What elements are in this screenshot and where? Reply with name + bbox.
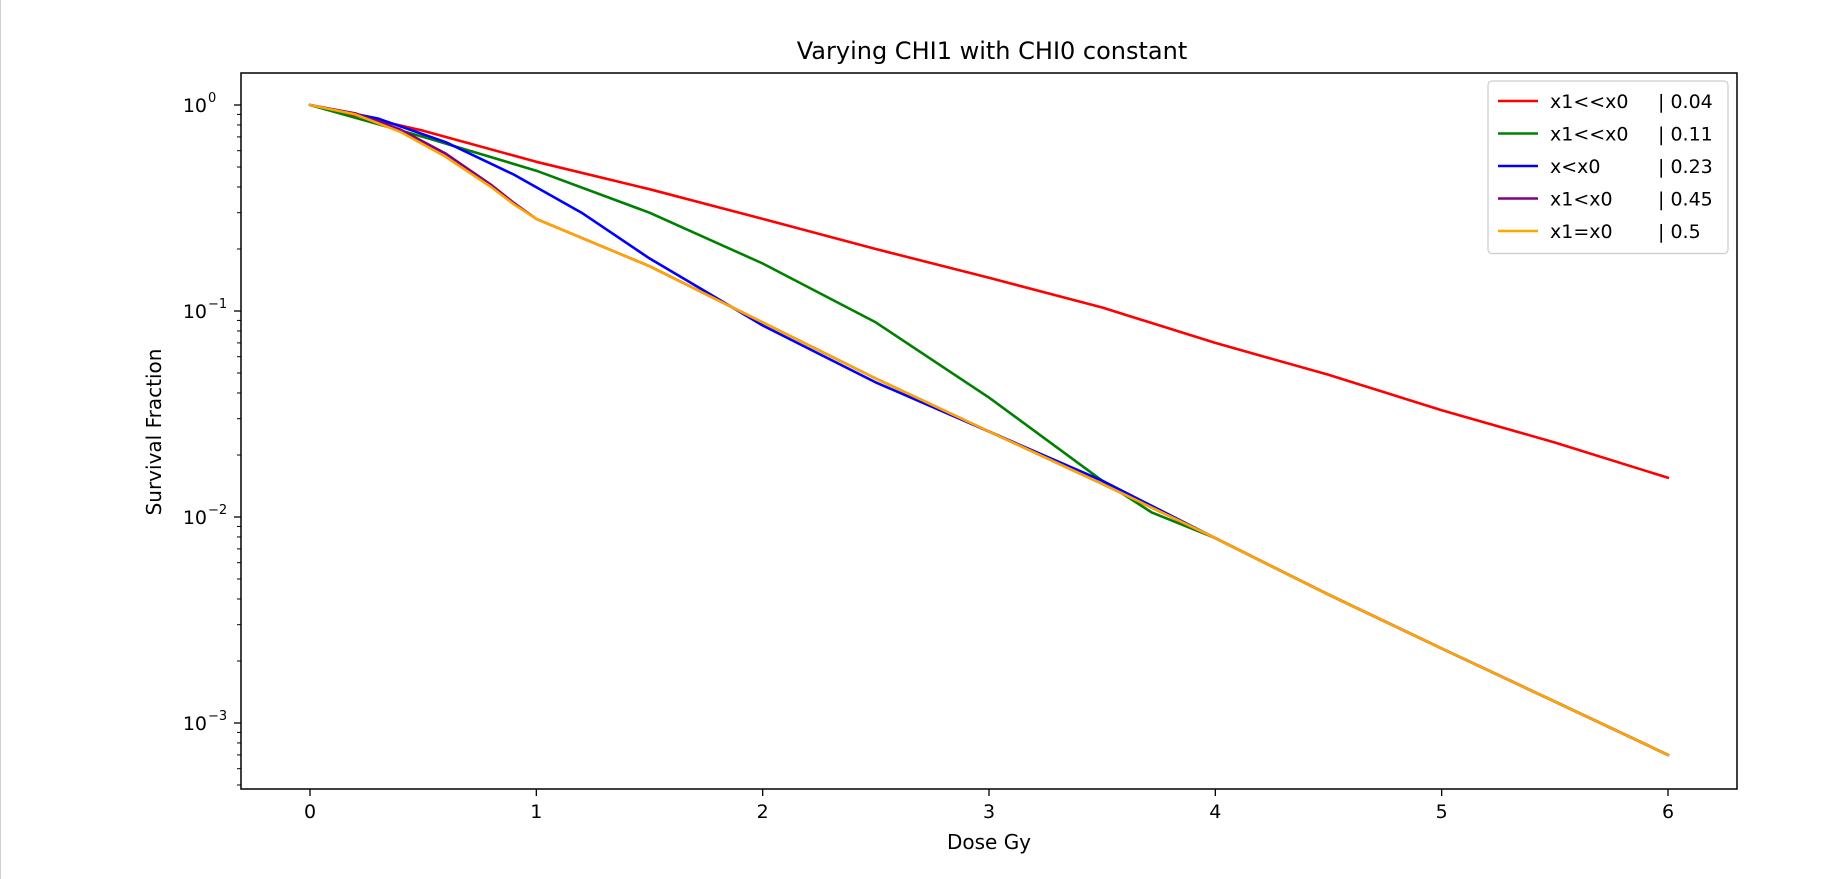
legend-label-0: x1<<x0	[1550, 91, 1629, 113]
y-tick-exponent-2: −2	[208, 503, 227, 518]
series-line-3	[308, 103, 1670, 757]
series-line-4	[308, 103, 1670, 757]
window-left-border	[0, 0, 1, 879]
y-axis-label: Survival Fraction	[142, 349, 166, 516]
legend-label-4: x1=x0	[1550, 221, 1613, 243]
x-tick-label-2: 2	[757, 801, 769, 823]
legend-label-1: x1<<x0	[1550, 124, 1629, 146]
y-tick-label-2: 10	[183, 507, 207, 529]
x-axis-label: Dose Gy	[947, 830, 1031, 854]
chart-title: Varying CHI1 with CHI0 constant	[797, 37, 1188, 65]
x-tick-label-1: 1	[530, 801, 542, 823]
x-tick-label-4: 4	[1209, 801, 1221, 823]
y-tick-exponent-0: 0	[208, 91, 216, 106]
x-tick-label-0: 0	[304, 801, 316, 823]
series-layer	[308, 103, 1670, 757]
series-line-0	[308, 103, 1670, 480]
legend-value-4: | 0.5	[1658, 221, 1701, 243]
y-tick-exponent-3: −3	[208, 709, 227, 724]
x-tick-label-5: 5	[1436, 801, 1448, 823]
legend-value-0: | 0.04	[1658, 91, 1713, 113]
x-axis: 0 1 2 3 4 5 6	[304, 789, 1674, 823]
x-tick-label-6: 6	[1662, 801, 1674, 823]
y-tick-label-3: 10	[183, 713, 207, 735]
legend-label-3: x1<x0	[1550, 189, 1613, 211]
legend-label-2: x<x0	[1550, 156, 1601, 178]
legend-value-2: | 0.23	[1658, 156, 1713, 178]
x-tick-label-3: 3	[983, 801, 995, 823]
legend-value-3: | 0.45	[1658, 189, 1713, 211]
y-tick-label-0: 10	[183, 95, 207, 117]
y-tick-exponent-1: −1	[208, 297, 227, 312]
legend-box	[1487, 80, 1729, 255]
y-tick-label-1: 10	[183, 301, 207, 323]
legend-value-1: | 0.11	[1658, 124, 1713, 146]
legend: x1<<x0 | 0.04 x1<<x0 | 0.11 x<x0 | 0.23 x1<x0 |…	[1487, 80, 1729, 255]
